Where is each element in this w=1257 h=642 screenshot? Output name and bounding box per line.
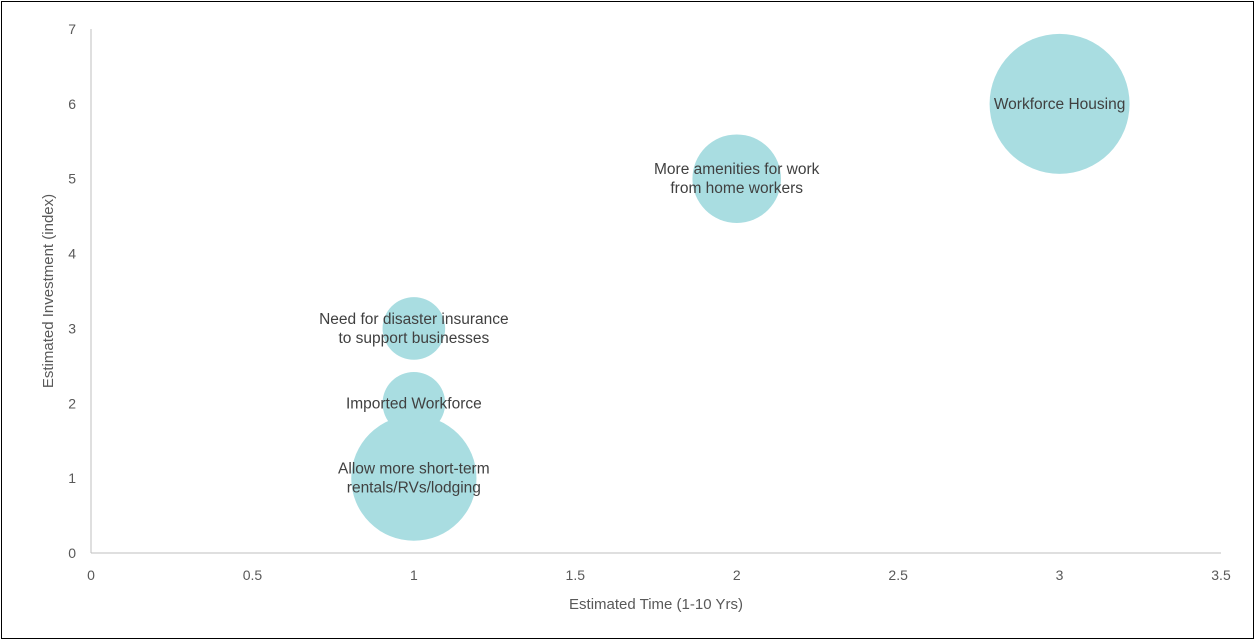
x-tick-label: 0.5 [243,567,263,583]
y-tick-label: 0 [68,545,76,561]
y-tick-label: 4 [68,246,76,262]
x-tick-label: 0 [87,567,95,583]
bubble-label-layer: Allow more short-term rentals/RVs/lodging… [319,96,1125,497]
bubble-label: Workforce Housing [994,96,1126,113]
axes-layer [90,29,1221,554]
y-tick-label: 1 [68,470,76,486]
bubble-label: to support businesses [338,330,489,347]
bubble-label: Imported Workforce [346,395,482,412]
bubble-point [692,134,781,223]
x-axis-title: Estimated Time (1-10 Yrs) [569,596,743,613]
y-axis-title: Estimated Investment (index) [40,194,57,388]
bubble-label: Need for disaster insurance [319,311,509,328]
bubble-point [382,371,446,435]
bubble-point [989,33,1130,174]
y-tick-label: 3 [68,320,76,336]
y-tick-label: 7 [68,21,76,37]
bubble-layer [351,33,1130,541]
x-tick-label: 3 [1056,567,1064,583]
bubble-label: from home workers [670,180,803,197]
x-tick-label: 2.5 [888,567,908,583]
x-tick-labels: 0 0.5 1 1.5 2 2.5 3 3.5 [87,567,1231,583]
y-tick-label: 6 [68,96,76,112]
bubble-point [351,415,477,541]
bubble-point [382,297,446,360]
x-tick-label: 3.5 [1211,567,1231,583]
bubble-label: rentals/RVs/lodging [347,480,481,497]
y-tick-label: 2 [68,395,76,411]
x-tick-label: 1 [410,567,418,583]
bubble-label: Allow more short-term [338,461,490,478]
y-tick-labels: 0 1 2 3 4 5 6 7 [68,21,76,561]
x-tick-label: 2 [733,567,741,583]
x-tick-label: 1.5 [566,567,586,583]
y-tick-label: 5 [68,171,76,187]
bubble-label: More amenities for work [654,161,820,178]
